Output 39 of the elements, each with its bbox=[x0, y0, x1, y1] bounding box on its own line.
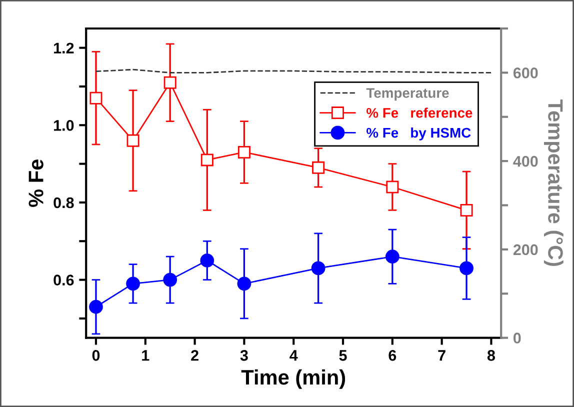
y2-tick-label: 0 bbox=[514, 332, 521, 344]
point bbox=[311, 261, 326, 276]
x-axis-title: Time (min) bbox=[241, 369, 346, 389]
y-tick-label: 1.0 bbox=[54, 120, 74, 131]
point bbox=[89, 300, 103, 314]
x-tick-label: 3 bbox=[240, 350, 248, 361]
point bbox=[126, 276, 140, 291]
legend-label: % Fe by HSMC bbox=[366, 127, 471, 140]
point bbox=[386, 180, 399, 194]
point bbox=[90, 92, 102, 104]
point bbox=[164, 76, 176, 89]
x-tick-label: 8 bbox=[487, 350, 495, 361]
x-tick-label: 4 bbox=[290, 350, 298, 361]
point bbox=[238, 146, 250, 158]
x-tick-label: 2 bbox=[191, 350, 198, 361]
point bbox=[200, 254, 214, 268]
point bbox=[460, 261, 474, 276]
y-tick-label: 1.2 bbox=[54, 42, 74, 54]
x-tick-label: 6 bbox=[388, 350, 396, 361]
point bbox=[163, 272, 178, 287]
y-axis-title: % Fe bbox=[28, 160, 44, 207]
point bbox=[237, 276, 252, 291]
x-tick-label: 5 bbox=[339, 350, 347, 361]
point bbox=[460, 204, 473, 216]
x-tick-label: 1 bbox=[142, 350, 150, 361]
legend-label: Temperature bbox=[366, 88, 449, 101]
point bbox=[200, 154, 214, 166]
y2-tick-label: 400 bbox=[513, 156, 538, 167]
legend-label: % Fe reference bbox=[366, 108, 472, 118]
point bbox=[385, 250, 400, 264]
y2-tick-label: 200 bbox=[513, 244, 538, 256]
point bbox=[312, 161, 325, 174]
x-tick-label: 0 bbox=[92, 350, 100, 361]
point bbox=[126, 134, 140, 147]
y-tick-label: 0.8 bbox=[54, 197, 74, 208]
y-tick-label: 0.6 bbox=[54, 274, 74, 286]
y2-axis-title: Temperature (°C) bbox=[544, 100, 564, 266]
y2-tick-label: 600 bbox=[513, 68, 538, 78]
x-tick-label: 7 bbox=[438, 350, 446, 361]
